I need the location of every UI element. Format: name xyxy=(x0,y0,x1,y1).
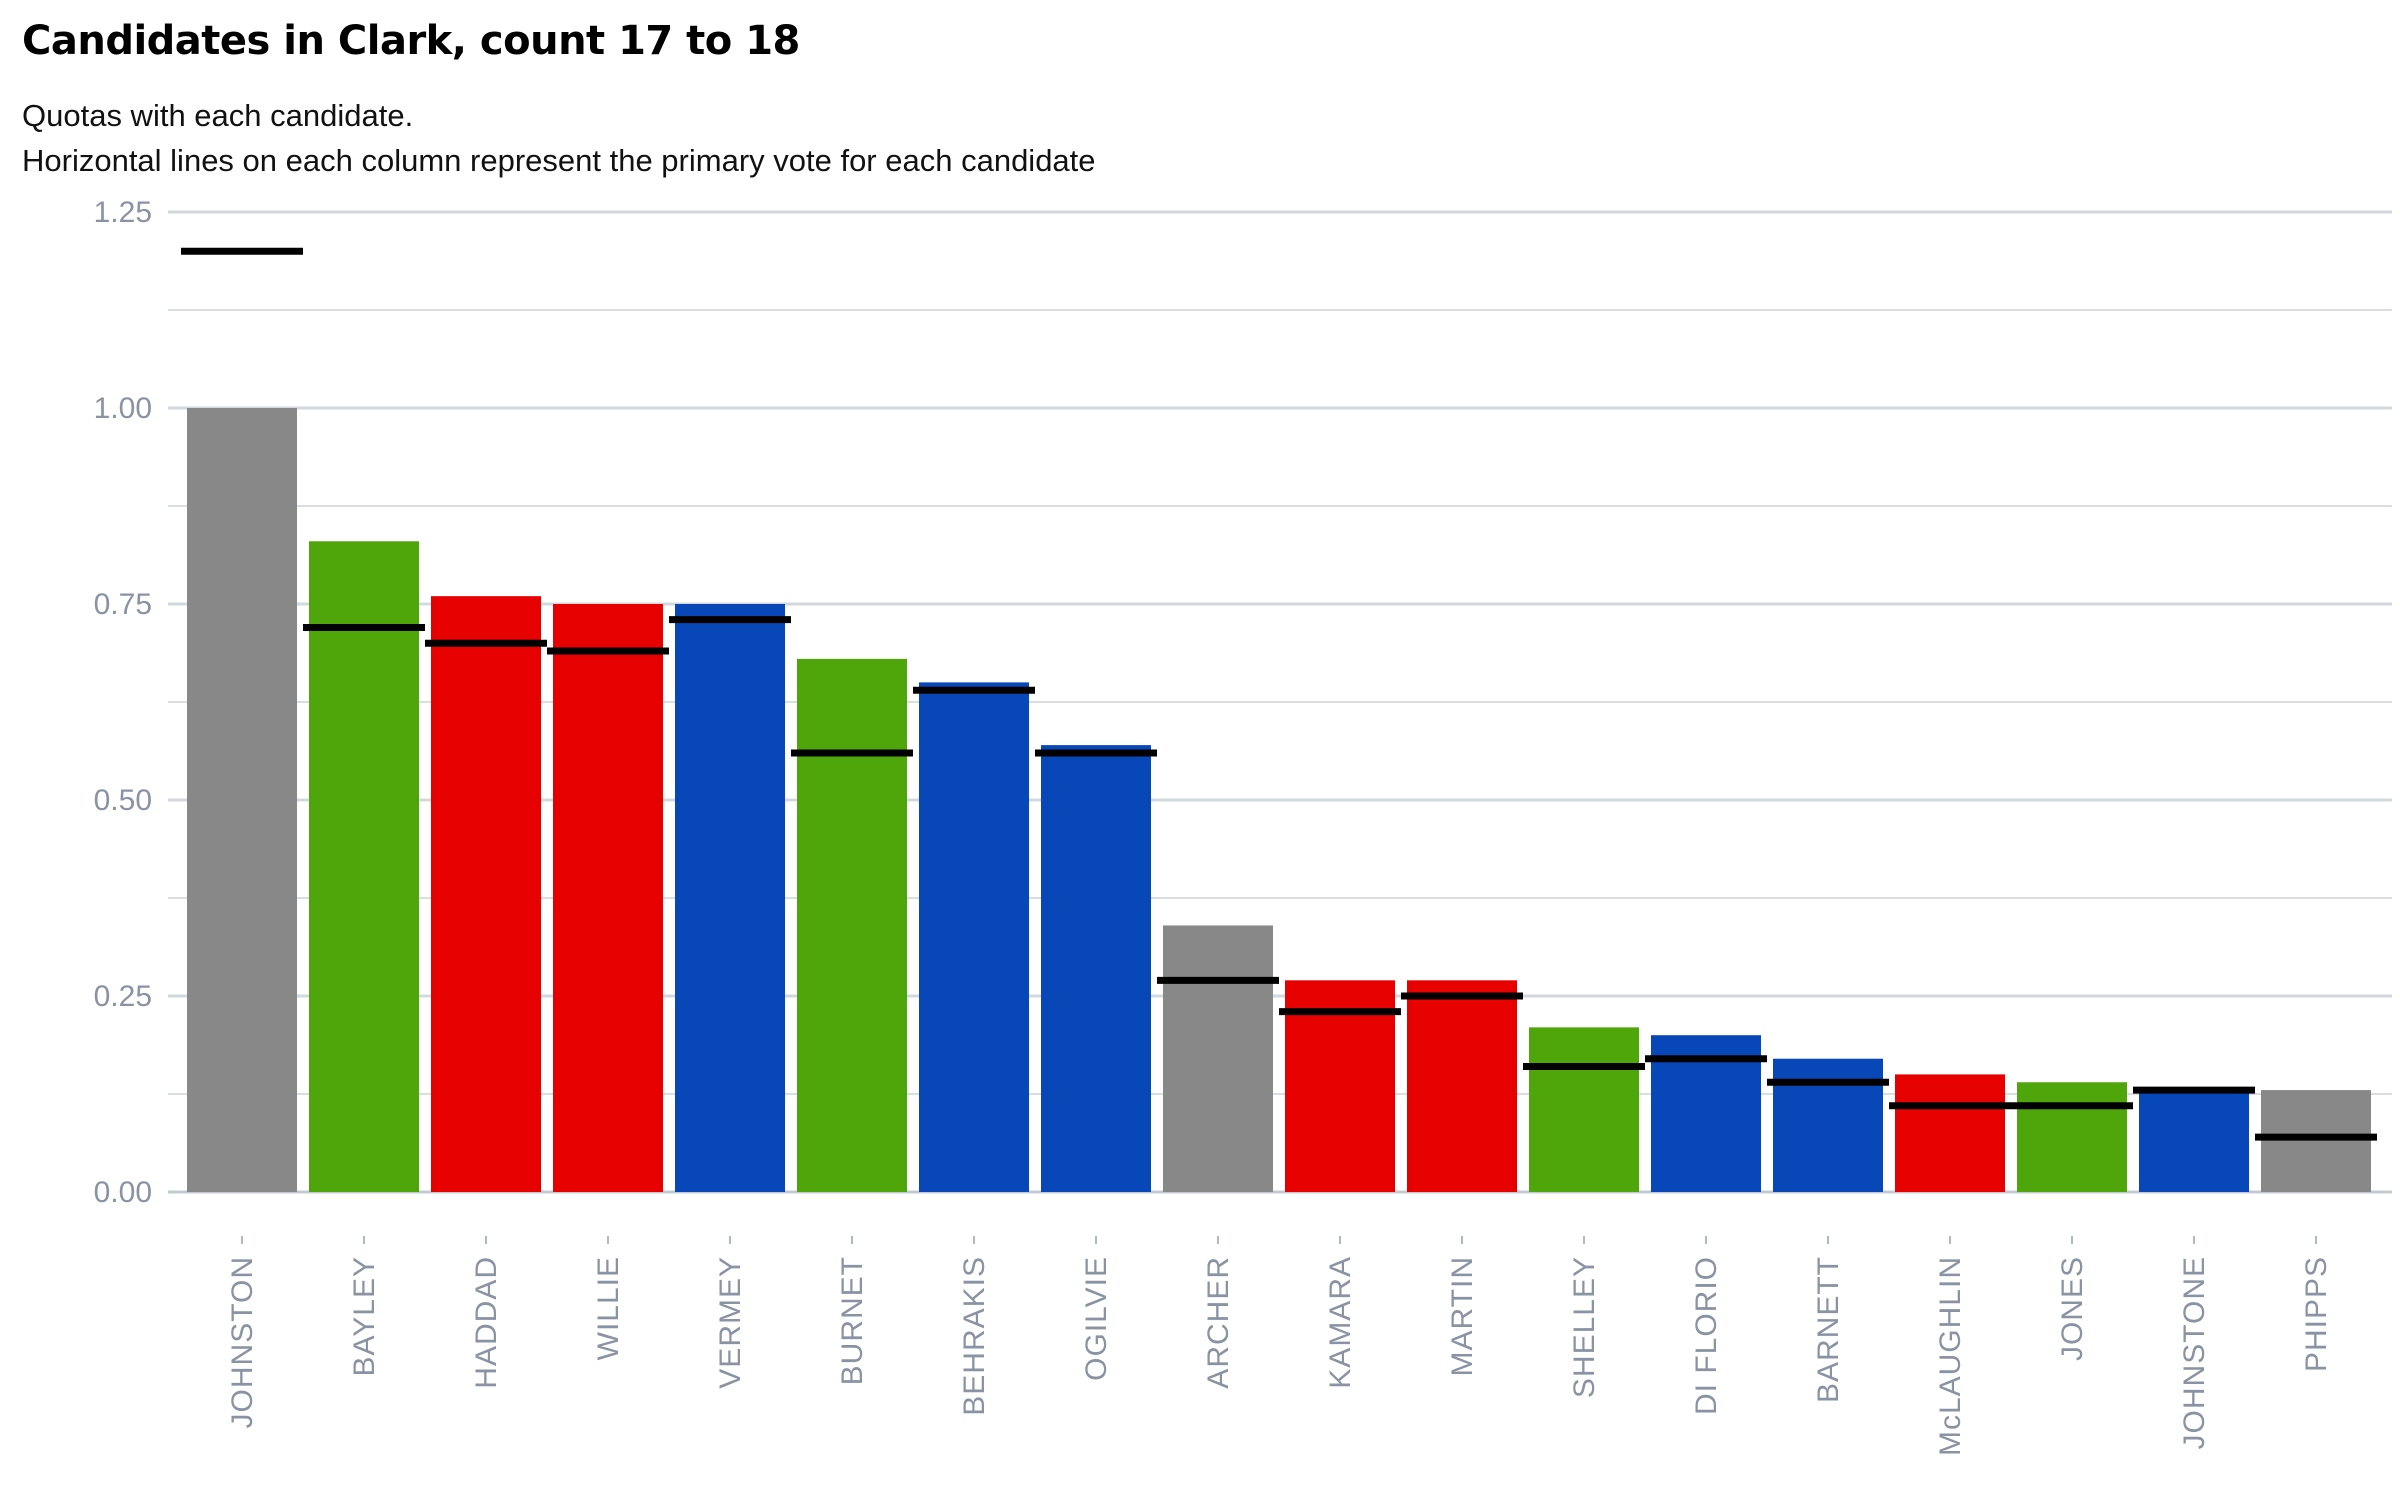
x-tick-label: KAMARA xyxy=(1324,1256,1357,1389)
y-tick-label: 1.00 xyxy=(94,392,152,425)
y-tick-label: 0.25 xyxy=(94,980,152,1013)
primary-vote-markers xyxy=(181,247,2377,1141)
x-tick-label: McLAUGHLIN xyxy=(1934,1256,1967,1456)
chart-subtitle-line-2: Horizontal lines on each column represen… xyxy=(22,143,1096,178)
y-axis-ticks: 0.00 0.25 0.50 0.75 1.00 1.25 xyxy=(94,196,152,1209)
bar-barnett xyxy=(1773,1058,1883,1192)
x-tick-label: JOHNSTON xyxy=(226,1256,259,1428)
x-tick-label: JONES xyxy=(2056,1256,2089,1361)
bar-kamara xyxy=(1285,980,1395,1192)
x-tick-label: DI FLORIO xyxy=(1690,1256,1723,1415)
x-tick-label: BARNETT xyxy=(1812,1256,1845,1403)
x-tick-label: ARCHER xyxy=(1202,1256,1235,1389)
x-tick-label: BEHRAKIS xyxy=(958,1256,991,1416)
bar-mclaughlin xyxy=(1895,1074,2005,1192)
x-tick-label: WILLIE xyxy=(592,1256,625,1360)
bar-haddad xyxy=(431,596,541,1192)
bar-shelley xyxy=(1529,1027,1639,1192)
bar-bayley xyxy=(309,541,419,1192)
y-tick-label: 0.50 xyxy=(94,784,152,817)
y-tick-label: 0.75 xyxy=(94,588,152,621)
y-tick-label: 0.00 xyxy=(94,1176,152,1209)
chart-title: Candidates in Clark, count 17 to 18 xyxy=(22,18,800,64)
bar-martin xyxy=(1407,980,1517,1192)
bar-archer xyxy=(1163,925,1273,1192)
chart-subtitle-line-1: Quotas with each candidate. xyxy=(22,98,414,133)
bar-burnet xyxy=(797,658,907,1192)
x-tick-label: HADDAD xyxy=(470,1256,503,1389)
x-tick-label: SHELLEY xyxy=(1568,1256,1601,1398)
bar-willie xyxy=(553,604,663,1192)
x-tick-label: PHIPPS xyxy=(2300,1256,2333,1372)
bar-phipps xyxy=(2261,1090,2371,1192)
x-tick-label: JOHNSTONE xyxy=(2178,1256,2211,1449)
bar-behrakis xyxy=(919,682,1029,1192)
bar-johnstone xyxy=(2139,1090,2249,1192)
bar-vermey xyxy=(675,604,785,1192)
x-tick-label: VERMEY xyxy=(714,1256,747,1389)
bar-ogilvie xyxy=(1041,745,1151,1192)
y-tick-label: 1.25 xyxy=(94,196,152,229)
x-axis-ticks: JOHNSTON BAYLEY HADDAD WILLIE VERMEY BURNET BE… xyxy=(226,1236,2333,1456)
x-tick-label: MARTIN xyxy=(1446,1256,1479,1376)
x-tick-label: OGILVIE xyxy=(1080,1256,1113,1381)
x-tick-label: BAYLEY xyxy=(348,1256,381,1377)
bar-jones xyxy=(2017,1082,2127,1192)
bar-johnston xyxy=(187,408,297,1192)
x-tick-label: BURNET xyxy=(836,1256,869,1385)
